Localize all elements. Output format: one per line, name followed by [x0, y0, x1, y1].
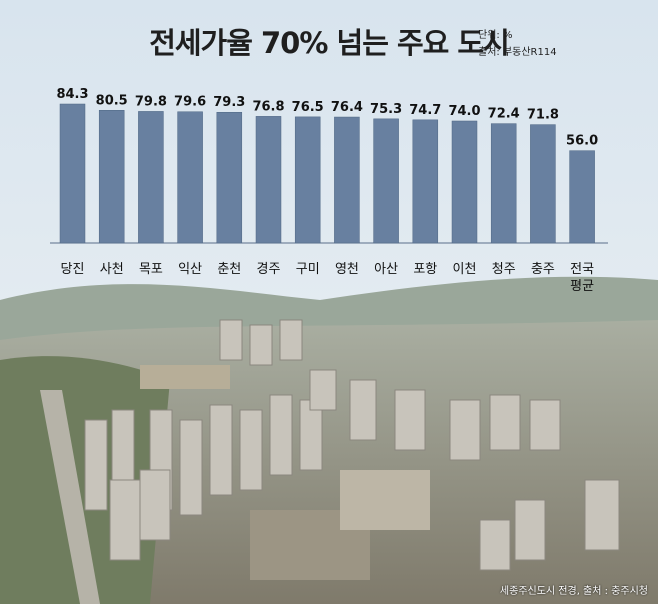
unit-source-note: 단위: % 출처: 부동산R114	[478, 27, 557, 61]
bar	[138, 111, 164, 244]
source-label: 출처: 부동산R114	[478, 47, 557, 58]
bar	[177, 111, 203, 244]
bars-group	[59, 103, 595, 244]
bar	[98, 110, 125, 244]
value-label: 79.6	[174, 95, 206, 110]
bar	[451, 120, 478, 244]
value-label: 74.0	[448, 104, 480, 119]
category-label: 춘천	[217, 262, 241, 277]
value-label: 72.4	[488, 107, 520, 122]
category-label: 충주	[531, 262, 555, 277]
bar	[294, 116, 321, 244]
category-label: 당진	[61, 262, 85, 277]
value-label: 76.8	[252, 99, 284, 114]
bar	[334, 116, 360, 244]
value-label: 84.3	[56, 87, 88, 102]
value-labels-group: 84.3 80.5 79.8 79.6 79.3 76.8 76.5 76.4 75.3 74.7…	[56, 87, 598, 149]
bar	[530, 124, 556, 244]
unit-label: 단위: %	[478, 30, 513, 41]
category-label: 목포	[139, 262, 163, 277]
value-label: 76.5	[292, 100, 324, 115]
bar	[412, 119, 439, 244]
value-label: 75.3	[370, 102, 402, 117]
bar	[569, 150, 595, 244]
chart-title: 전세가율 70% 넘는 주요 도시	[149, 26, 510, 60]
category-label: 사천	[100, 262, 124, 277]
category-label: 포항	[413, 262, 437, 277]
value-label: 79.3	[213, 95, 245, 110]
value-label: 56.0	[566, 134, 598, 149]
category-label: 아산	[374, 262, 398, 277]
category-label: 전국 평균	[570, 262, 594, 294]
bar	[216, 111, 243, 244]
category-label: 영천	[335, 262, 359, 277]
value-label: 79.8	[135, 94, 167, 109]
category-label: 청주	[492, 262, 516, 277]
category-label: 구미	[296, 262, 320, 277]
category-label: 이천	[453, 262, 477, 277]
value-label: 76.4	[331, 100, 363, 115]
category-label: 익산	[178, 262, 202, 277]
bar	[373, 118, 399, 244]
value-label: 74.7	[409, 103, 441, 118]
value-label: 71.8	[527, 108, 559, 123]
bar	[255, 116, 282, 244]
category-label: 경주	[257, 262, 281, 277]
category-labels-group: 당진 사천 목포 익산 춘천 경주 구미 영천 아산 포항 이천 청주 충주 전국 평균	[61, 262, 595, 294]
bar	[490, 123, 517, 244]
bar	[59, 103, 86, 244]
value-label: 80.5	[96, 93, 128, 108]
photo-caption: 세종주신도시 전경, 출처 : 충주시청	[499, 586, 648, 597]
